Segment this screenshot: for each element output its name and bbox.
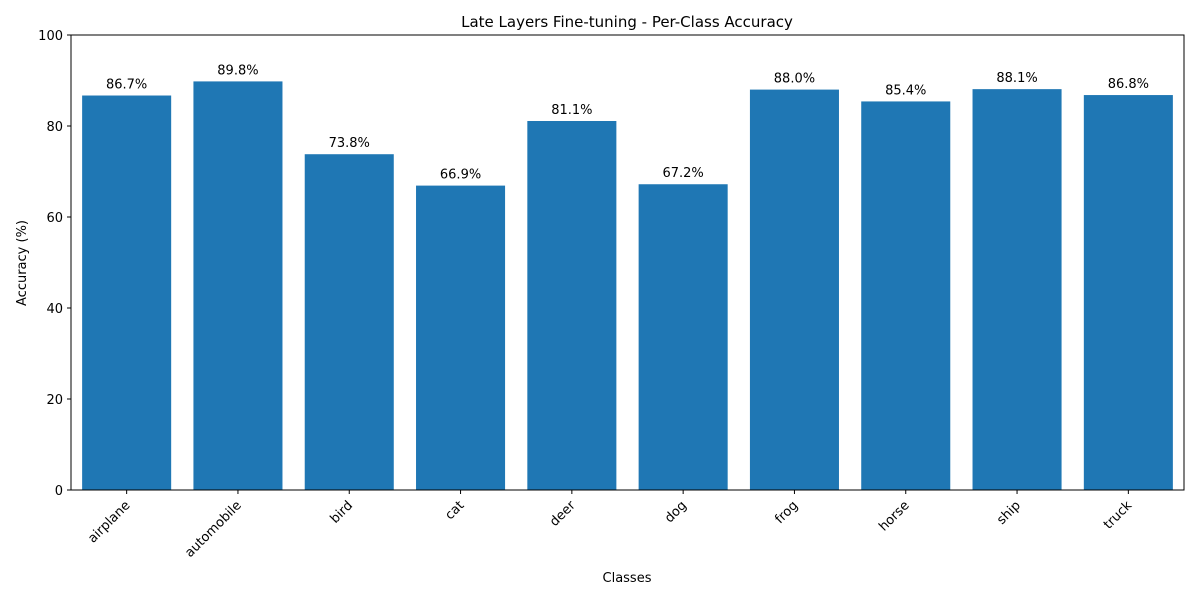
x-axis: airplane automobile bird cat deer dog frog hors… bbox=[85, 490, 1136, 561]
bar-bird bbox=[304, 154, 394, 490]
bar-cat bbox=[416, 185, 506, 491]
y-tick-label-20: 20 bbox=[46, 393, 63, 408]
y-axis-label: Accuracy (%) bbox=[15, 220, 30, 306]
data-label-dog: 67.2% bbox=[662, 166, 703, 181]
bars-layer bbox=[82, 81, 1173, 491]
data-label-frog: 88.0% bbox=[774, 72, 815, 87]
data-label-airplane: 86.7% bbox=[106, 78, 147, 93]
x-tick-label-ship: ship bbox=[994, 498, 1024, 528]
data-label-horse: 85.4% bbox=[885, 83, 926, 98]
y-tick-label-0: 0 bbox=[55, 484, 63, 499]
x-axis-label: Classes bbox=[603, 571, 652, 586]
bar-horse bbox=[861, 101, 951, 491]
data-label-truck: 86.8% bbox=[1108, 77, 1149, 92]
y-tick-label-40: 40 bbox=[46, 302, 63, 317]
bar-deer bbox=[527, 120, 617, 491]
bar-truck bbox=[1083, 95, 1173, 490]
data-label-bird: 73.8% bbox=[329, 136, 370, 151]
bar-ship bbox=[972, 89, 1062, 491]
y-tick-label-80: 80 bbox=[46, 120, 63, 135]
chart-title: Late Layers Fine-tuning - Per-Class Accu… bbox=[461, 13, 793, 31]
bar-frog bbox=[749, 89, 839, 490]
x-tick-label-airplane: airplane bbox=[85, 498, 133, 546]
y-tick-label-100: 100 bbox=[38, 29, 63, 44]
plot-area-frame bbox=[70, 34, 1185, 491]
x-tick-label-horse: horse bbox=[876, 498, 912, 534]
data-labels-layer: 86.7% 89.8% 73.8% 66.9% 81.1% 67.2% 88.0% 85.4%… bbox=[106, 63, 1149, 182]
data-label-cat: 66.9% bbox=[440, 168, 481, 183]
x-tick-label-bird: bird bbox=[328, 498, 356, 526]
bar-dog bbox=[638, 184, 728, 491]
data-label-deer: 81.1% bbox=[551, 103, 592, 118]
x-tick-label-automobile: automobile bbox=[182, 498, 244, 560]
bar-airplane bbox=[82, 95, 172, 490]
y-tick-label-60: 60 bbox=[46, 211, 63, 226]
x-tick-label-deer: deer bbox=[547, 498, 579, 530]
y-axis: 0 20 40 60 80 100 bbox=[38, 29, 71, 499]
x-tick-label-cat: cat bbox=[442, 498, 467, 523]
x-tick-label-dog: dog bbox=[662, 498, 690, 526]
data-label-automobile: 89.8% bbox=[217, 63, 258, 78]
data-label-ship: 88.1% bbox=[996, 71, 1037, 86]
bar-automobile bbox=[193, 81, 283, 490]
x-tick-label-frog: frog bbox=[772, 498, 801, 527]
x-tick-label-truck: truck bbox=[1101, 498, 1136, 533]
